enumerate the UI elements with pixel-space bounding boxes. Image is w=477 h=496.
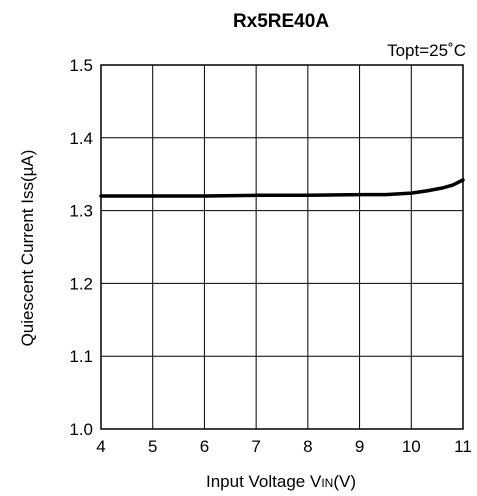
condition-annotation: Topt=25˚C — [387, 41, 466, 60]
y-tick-label-4: 1.4 — [69, 129, 93, 148]
y-tick-labels: 1.0 1.1 1.2 1.3 1.4 1.5 — [69, 56, 93, 439]
x-axis-label-main: Input Voltage V — [206, 472, 322, 491]
chart-title: Rx5RE40A — [233, 11, 329, 32]
x-tick-label-5: 9 — [355, 437, 364, 456]
x-axis-label-subscript: IN — [321, 476, 333, 490]
series-line-0 — [99, 178, 465, 198]
plot-frame — [100, 64, 464, 430]
x-axis-label-unit: (V) — [333, 472, 356, 491]
x-tick-label-1: 5 — [148, 437, 157, 456]
series-lines — [99, 178, 465, 198]
grid-lines — [100, 64, 464, 430]
x-tick-label-7: 11 — [454, 437, 472, 456]
x-tick-label-0: 4 — [96, 437, 105, 456]
x-tick-label-3: 7 — [251, 437, 260, 456]
y-tick-label-5: 1.5 — [69, 56, 93, 75]
y-tick-label-0: 1.0 — [69, 420, 93, 439]
y-tick-label-3: 1.3 — [69, 202, 93, 221]
y-tick-label-1: 1.1 — [69, 347, 93, 366]
x-tick-labels: 4 5 6 7 8 9 10 11 — [96, 437, 472, 456]
x-axis-label: Input Voltage VIN(V) — [206, 472, 356, 491]
x-tick-label-6: 10 — [402, 437, 421, 456]
x-tick-label-2: 6 — [200, 437, 209, 456]
y-axis-label: Quiescent Current Iss(µA) — [18, 150, 37, 347]
x-tick-label-4: 8 — [303, 437, 312, 456]
y-tick-label-2: 1.2 — [69, 274, 93, 293]
